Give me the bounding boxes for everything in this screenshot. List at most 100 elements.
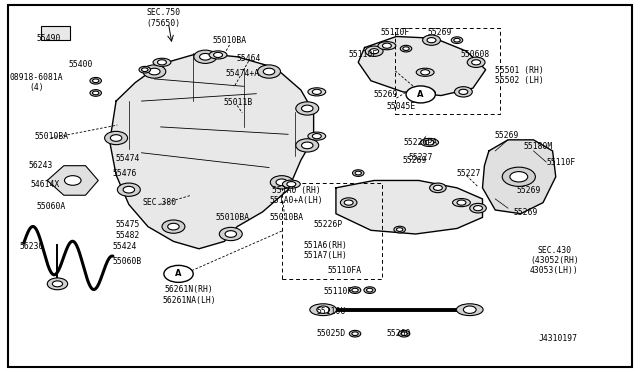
Text: 55269: 55269 [495, 131, 519, 140]
Text: 55482: 55482 [115, 231, 140, 240]
Text: 55474: 55474 [115, 154, 140, 163]
Text: 55475: 55475 [115, 220, 140, 229]
Circle shape [194, 50, 217, 63]
Text: SEC.430
(43052(RH)
43053(LH)): SEC.430 (43052(RH) 43053(LH)) [530, 246, 579, 276]
Ellipse shape [416, 68, 434, 76]
Circle shape [414, 88, 423, 93]
Circle shape [406, 86, 435, 103]
Polygon shape [483, 140, 556, 214]
Circle shape [301, 142, 313, 149]
Circle shape [296, 139, 319, 152]
Circle shape [52, 281, 63, 287]
Circle shape [367, 288, 373, 292]
Text: 55060A: 55060A [36, 202, 66, 211]
Circle shape [90, 77, 101, 84]
Circle shape [424, 90, 435, 96]
Ellipse shape [310, 304, 337, 315]
Circle shape [401, 332, 407, 336]
Circle shape [148, 68, 160, 75]
Circle shape [143, 65, 166, 78]
Text: 55269: 55269 [402, 156, 426, 166]
Circle shape [502, 167, 536, 186]
Text: 56243: 56243 [29, 161, 53, 170]
Text: 55110U: 55110U [317, 307, 346, 316]
Circle shape [200, 54, 211, 60]
Polygon shape [109, 53, 314, 249]
Circle shape [214, 52, 223, 58]
Circle shape [470, 203, 486, 213]
Circle shape [47, 278, 68, 290]
Text: 55110FA: 55110FA [327, 266, 361, 275]
Text: 55424: 55424 [112, 243, 136, 251]
Circle shape [349, 330, 361, 337]
Circle shape [93, 79, 99, 83]
Text: 55501 (RH)
55502 (LH): 55501 (RH) 55502 (LH) [495, 65, 544, 85]
Circle shape [157, 60, 166, 65]
Text: 55110F: 55110F [323, 287, 353, 296]
Circle shape [364, 287, 376, 294]
Text: 56261N(RH)
56261NA(LH): 56261N(RH) 56261NA(LH) [163, 285, 216, 305]
Ellipse shape [308, 132, 326, 140]
Circle shape [422, 35, 440, 45]
Text: 54614X: 54614X [30, 180, 60, 189]
Ellipse shape [282, 180, 300, 188]
Text: 55227: 55227 [456, 169, 481, 177]
Circle shape [472, 60, 481, 65]
Polygon shape [358, 36, 486, 96]
Circle shape [340, 198, 357, 208]
Circle shape [427, 38, 436, 43]
Text: J4310197: J4310197 [538, 334, 577, 343]
Circle shape [353, 170, 364, 176]
Circle shape [426, 91, 433, 95]
Text: 55476: 55476 [112, 169, 136, 177]
Text: 55010BA: 55010BA [215, 213, 249, 222]
Circle shape [225, 231, 237, 237]
Circle shape [454, 87, 472, 97]
Circle shape [312, 89, 321, 94]
Text: 55269: 55269 [386, 329, 411, 338]
Circle shape [394, 226, 405, 233]
Polygon shape [336, 180, 483, 234]
FancyBboxPatch shape [41, 26, 70, 40]
Circle shape [317, 306, 330, 313]
Circle shape [349, 287, 361, 294]
Text: 55269: 55269 [517, 186, 541, 195]
Text: 55464: 55464 [236, 54, 261, 63]
Ellipse shape [452, 199, 470, 207]
Circle shape [352, 332, 358, 336]
Circle shape [433, 185, 442, 190]
Circle shape [425, 140, 434, 145]
Text: 55010BA: 55010BA [270, 213, 304, 222]
Text: 55226PA: 55226PA [404, 138, 438, 147]
Circle shape [451, 37, 463, 44]
Circle shape [287, 182, 296, 187]
Circle shape [123, 186, 134, 193]
Circle shape [220, 227, 243, 241]
Circle shape [296, 102, 319, 115]
Text: 08918-6081A
(4): 08918-6081A (4) [10, 73, 63, 92]
Ellipse shape [456, 304, 483, 315]
Circle shape [355, 171, 362, 175]
Circle shape [270, 176, 293, 189]
Circle shape [104, 131, 127, 145]
Circle shape [162, 220, 185, 233]
Circle shape [93, 91, 99, 95]
Ellipse shape [209, 51, 227, 59]
Polygon shape [47, 166, 99, 195]
Circle shape [467, 57, 485, 67]
Circle shape [164, 265, 193, 282]
Text: 55269: 55269 [428, 28, 452, 37]
Text: 55110F: 55110F [349, 51, 378, 60]
Circle shape [383, 43, 392, 48]
Text: 55060B: 55060B [113, 257, 142, 266]
Text: A: A [417, 90, 424, 99]
Ellipse shape [378, 42, 396, 50]
Text: 55269: 55269 [374, 90, 398, 99]
Text: SEC.750
(75650): SEC.750 (75650) [147, 8, 181, 28]
Circle shape [276, 179, 287, 186]
Text: 55010BA: 55010BA [212, 36, 246, 45]
Ellipse shape [308, 88, 326, 96]
Text: 55269: 55269 [514, 208, 538, 217]
Text: 55180M: 55180M [524, 142, 553, 151]
Ellipse shape [153, 58, 171, 66]
